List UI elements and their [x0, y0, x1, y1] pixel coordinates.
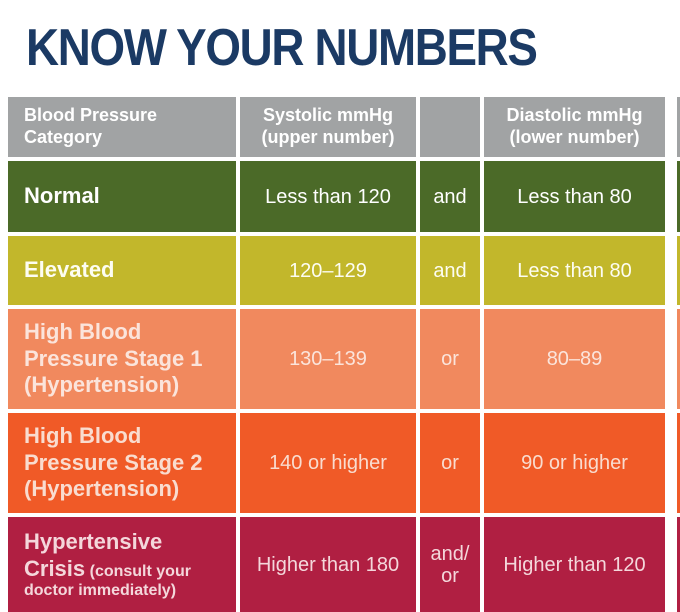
diastolic-cell: 80–89: [484, 309, 665, 409]
edge-crisis: [677, 517, 680, 612]
category-cell: High Blood Pressure Stage 2 (Hypertensio…: [8, 413, 236, 513]
systolic-value: 120–129: [289, 259, 367, 282]
header-connector: [420, 97, 480, 157]
diastolic-value: 80–89: [546, 348, 603, 370]
connector-label: or: [441, 348, 459, 370]
header-diastolic-label: Diastolic mmHg (lower number): [506, 105, 643, 147]
systolic-cell: Less than 120: [240, 161, 416, 232]
diastolic-cell: Higher than 120: [484, 517, 665, 612]
systolic-value: 130–139: [289, 348, 367, 370]
category-cell: Hypertensive Crisis (consult your doctor…: [8, 517, 236, 612]
connector-label: and: [433, 185, 467, 208]
header-systolic-label: Systolic mmHg (upper number): [261, 105, 395, 147]
diastolic-value: Less than 80: [517, 259, 632, 282]
category-label: High Blood Pressure Stage 1 (Hypertensio…: [24, 318, 203, 398]
diastolic-cell: 90 or higher: [484, 413, 665, 513]
connector-cell: or: [420, 413, 480, 513]
systolic-cell: 120–129: [240, 236, 416, 305]
category-cell: High Blood Pressure Stage 1 (Hypertensio…: [8, 309, 236, 409]
connector-cell: and: [420, 161, 480, 232]
category-label: Hypertensive Crisis (consult your doctor…: [24, 529, 222, 601]
category-label: Elevated: [24, 257, 115, 283]
connector-label: and: [433, 259, 467, 282]
edge-elevated: [677, 236, 680, 305]
systolic-value: Less than 120: [265, 185, 391, 208]
blood-pressure-table: Blood Pressure Category Systolic mmHg (u…: [8, 97, 665, 612]
systolic-value: 140 or higher: [269, 452, 387, 474]
connector-label: and/ or: [430, 542, 470, 587]
edge-stage1: [677, 309, 680, 409]
edge-normal: [677, 161, 680, 232]
diastolic-value: Less than 80: [517, 185, 632, 208]
header-diastolic: Diastolic mmHg (lower number): [484, 97, 665, 157]
category-note: (consult your doctor immediately): [24, 562, 191, 600]
header-category: Blood Pressure Category: [8, 97, 236, 157]
connector-label: or: [441, 452, 459, 474]
edge-header: [677, 97, 680, 157]
category-cell: Normal: [8, 161, 236, 232]
systolic-value: Higher than 180: [256, 553, 400, 576]
systolic-cell: Higher than 180: [240, 517, 416, 612]
edge-stage2: [677, 413, 680, 513]
cropped-table-edge: [677, 97, 680, 612]
header-systolic: Systolic mmHg (upper number): [240, 97, 416, 157]
category-cell: Elevated: [8, 236, 236, 305]
systolic-cell: 140 or higher: [240, 413, 416, 513]
category-label: Normal: [24, 183, 100, 209]
header-category-label: Blood Pressure Category: [24, 105, 158, 147]
diastolic-cell: Less than 80: [484, 161, 665, 232]
category-label: High Blood Pressure Stage 2 (Hypertensio…: [24, 422, 203, 502]
connector-cell: and/ or: [420, 517, 480, 612]
diastolic-cell: Less than 80: [484, 236, 665, 305]
systolic-cell: 130–139: [240, 309, 416, 409]
diastolic-value: Higher than 120: [503, 553, 646, 576]
connector-cell: or: [420, 309, 480, 409]
connector-cell: and: [420, 236, 480, 305]
category-main: Hypertensive Crisis: [24, 528, 163, 581]
page-title: KNOW YOUR NUMBERS: [26, 19, 538, 77]
diastolic-value: 90 or higher: [521, 452, 628, 474]
